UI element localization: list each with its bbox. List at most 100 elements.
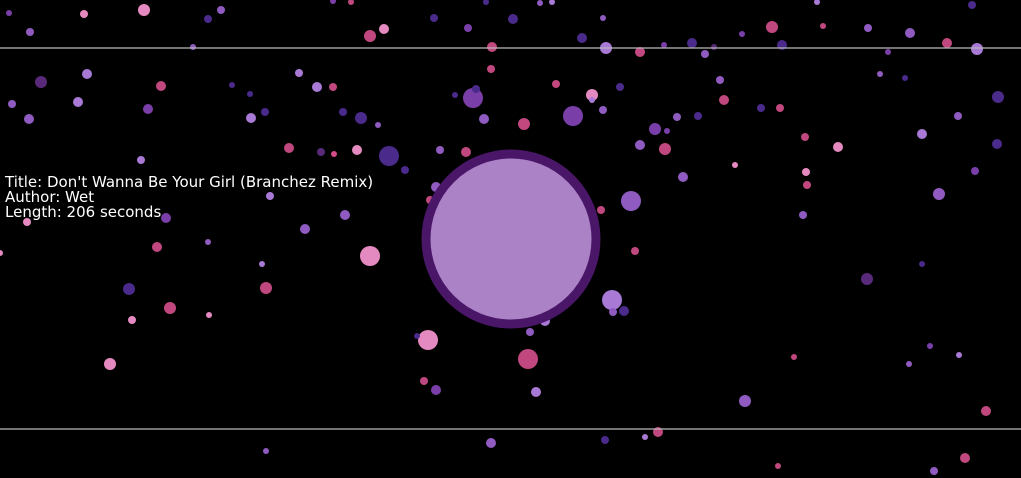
particle-dot — [364, 30, 376, 42]
particle-dot — [486, 438, 496, 448]
particle-dot — [864, 24, 872, 32]
particle-dot — [487, 42, 497, 52]
particle-dot — [461, 147, 471, 157]
particle-dot — [766, 21, 778, 33]
particle-dot — [340, 210, 350, 220]
particle-dot — [799, 211, 807, 219]
particle-dot — [776, 104, 784, 112]
particle-dot — [452, 92, 458, 98]
particle-dot — [577, 33, 587, 43]
particle-dot — [479, 114, 489, 124]
particle-dot — [104, 358, 116, 370]
particle-dot — [329, 83, 337, 91]
particle-dot — [73, 97, 83, 107]
particle-dot — [619, 306, 629, 316]
particle-dot — [80, 10, 88, 18]
particle-dot — [35, 76, 47, 88]
particle-dot — [563, 106, 583, 126]
particle-dot — [701, 50, 709, 58]
particle-dot — [6, 10, 12, 16]
particle-dot — [968, 1, 976, 9]
particle-dot — [152, 242, 162, 252]
particle-dot — [820, 23, 826, 29]
particle-dot — [885, 49, 891, 55]
particle-dot — [649, 123, 661, 135]
audio-orb[interactable] — [421, 149, 601, 329]
particle-dot — [673, 113, 681, 121]
particle-dot — [508, 14, 518, 24]
particle-dot — [639, 49, 645, 55]
particle-dot — [552, 80, 560, 88]
particle-dot — [312, 82, 322, 92]
particle-dot — [642, 434, 648, 440]
particle-dot — [138, 4, 150, 16]
particle-dot — [284, 143, 294, 153]
particle-dot — [905, 28, 915, 38]
particle-dot — [877, 71, 883, 77]
particle-dot — [483, 0, 489, 5]
particle-dot — [266, 192, 274, 200]
particle-dot — [247, 91, 253, 97]
particle-dot — [204, 15, 212, 23]
particle-dot — [711, 44, 717, 50]
particle-dot — [814, 0, 820, 5]
particle-dot — [418, 330, 438, 350]
particle-dot — [960, 453, 970, 463]
particle-dot — [261, 108, 269, 116]
particle-dot — [992, 139, 1002, 149]
particle-dot — [348, 0, 354, 5]
particle-dot — [518, 349, 538, 369]
particle-dot — [716, 76, 724, 84]
particle-dot — [431, 385, 441, 395]
particle-dot — [205, 239, 211, 245]
particle-dot — [589, 97, 595, 103]
particle-dot — [954, 112, 962, 120]
particle-dot — [635, 140, 645, 150]
particle-dot — [379, 146, 399, 166]
particle-dot — [420, 377, 428, 385]
particle-dot — [739, 395, 751, 407]
particle-dot — [537, 0, 543, 6]
particle-dot — [0, 250, 3, 256]
particle-dot — [164, 302, 176, 314]
particle-dot — [436, 146, 444, 154]
particle-dot — [430, 14, 438, 22]
particle-dot — [833, 142, 843, 152]
particle-dot — [586, 89, 598, 101]
particle-dot — [802, 168, 810, 176]
particle-dot — [518, 118, 530, 130]
particle-dot — [956, 352, 962, 358]
particle-dot — [355, 112, 367, 124]
track-info-panel: Title: Don't Wanna Be Your Girl (Branche… — [5, 175, 373, 220]
particle-dot — [981, 406, 991, 416]
particle-dot — [487, 65, 495, 73]
particle-dot — [137, 156, 145, 164]
particle-dot — [259, 261, 265, 267]
track-title: Title: Don't Wanna Be Your Girl (Branche… — [5, 173, 374, 191]
particle-dot — [917, 129, 927, 139]
particle-dot — [531, 387, 541, 397]
particle-dot — [801, 133, 809, 141]
particle-dot — [379, 24, 389, 34]
particle-dot — [942, 38, 952, 48]
particle-dot — [331, 151, 337, 157]
particle-dot — [992, 91, 1004, 103]
particle-dot — [128, 316, 136, 324]
particle-dot — [621, 191, 641, 211]
particle-dot — [687, 38, 697, 48]
particle-dot — [375, 122, 381, 128]
particle-dot — [661, 42, 667, 48]
particle-dot — [263, 448, 269, 454]
particle-dot — [775, 463, 781, 469]
particle-dot — [791, 354, 797, 360]
particle-dot — [414, 333, 420, 339]
particle-dot — [330, 0, 336, 4]
particle-dot — [739, 31, 745, 37]
particle-dot — [26, 28, 34, 36]
particle-dot — [933, 188, 945, 200]
particle-dot — [757, 104, 765, 112]
particle-dot — [206, 312, 212, 318]
particle-dot — [906, 361, 912, 367]
track-author: Author: Wet — [5, 188, 95, 206]
